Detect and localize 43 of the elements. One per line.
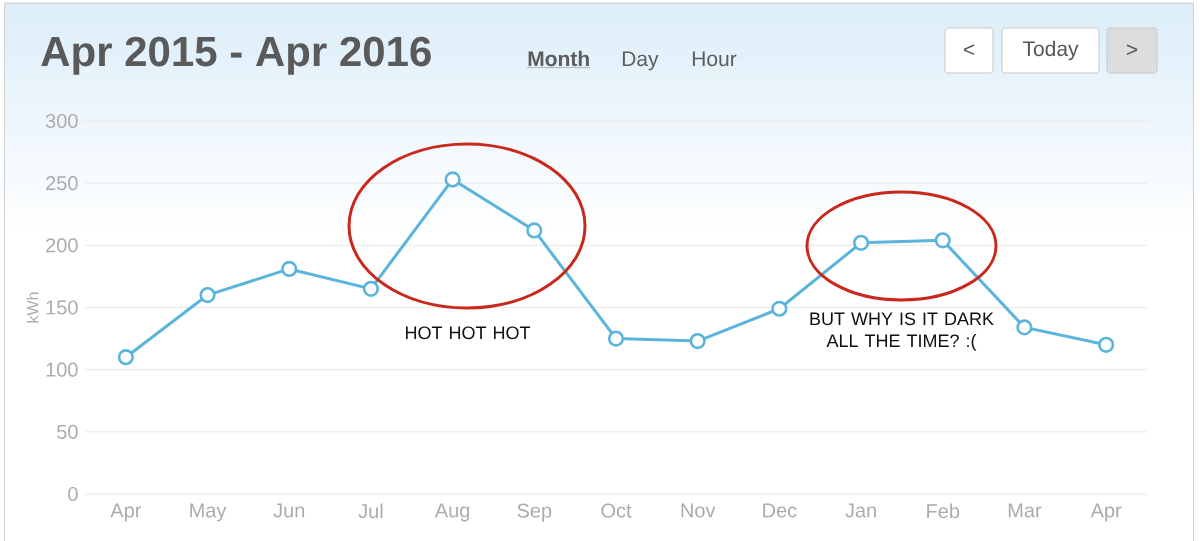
y-tick-label: 200	[46, 238, 78, 253]
x-tick-label: Aug	[434, 503, 470, 522]
x-tick-label: Dec	[763, 503, 797, 518]
x-tick-label: Jan	[845, 503, 876, 518]
text: Hour	[692, 51, 737, 67]
point	[771, 300, 788, 317]
point	[1098, 336, 1115, 353]
y-tick-label: 150	[46, 300, 78, 315]
text: Day	[622, 51, 659, 71]
y-tick-label: 250	[46, 176, 78, 191]
x-tick-label: Apr	[110, 503, 142, 522]
annotation: HOT HOT HOT	[405, 326, 531, 340]
x-tick-label: Sep	[517, 503, 552, 522]
x-tick-label: May	[190, 503, 227, 522]
x-tick-label: Jun	[273, 503, 305, 518]
text: <	[963, 44, 975, 56]
annotation: BUT WHY IS IT DARK ALL THE TIME? :(	[810, 312, 994, 351]
text: Month	[528, 50, 589, 67]
point	[117, 349, 134, 366]
y-tick-label: 0	[68, 486, 78, 502]
point	[281, 260, 298, 278]
point	[689, 332, 706, 350]
point	[1016, 319, 1033, 336]
x-tick-label: Apr	[1090, 503, 1122, 522]
x-tick-label: Mar	[1008, 503, 1042, 518]
text: >	[1126, 44, 1138, 56]
x-tick-label: Oct	[601, 503, 632, 518]
text: Today	[1022, 40, 1079, 61]
chart-title: Apr 2015 - Apr 2016	[41, 36, 431, 75]
point	[607, 330, 625, 347]
x-tick-label: Jul	[358, 503, 383, 519]
y-tick-label: 100	[46, 362, 78, 377]
point	[444, 171, 461, 188]
point	[199, 286, 216, 304]
point	[362, 280, 380, 297]
y-tick-label: 300	[45, 113, 78, 129]
y-tick-label: 50	[57, 424, 78, 439]
point	[852, 234, 870, 251]
point	[526, 222, 543, 239]
point	[934, 232, 951, 249]
y-axis-title: kWh	[26, 292, 39, 323]
x-tick-label: Nov	[681, 503, 716, 518]
x-tick-label: Feb	[927, 503, 960, 519]
